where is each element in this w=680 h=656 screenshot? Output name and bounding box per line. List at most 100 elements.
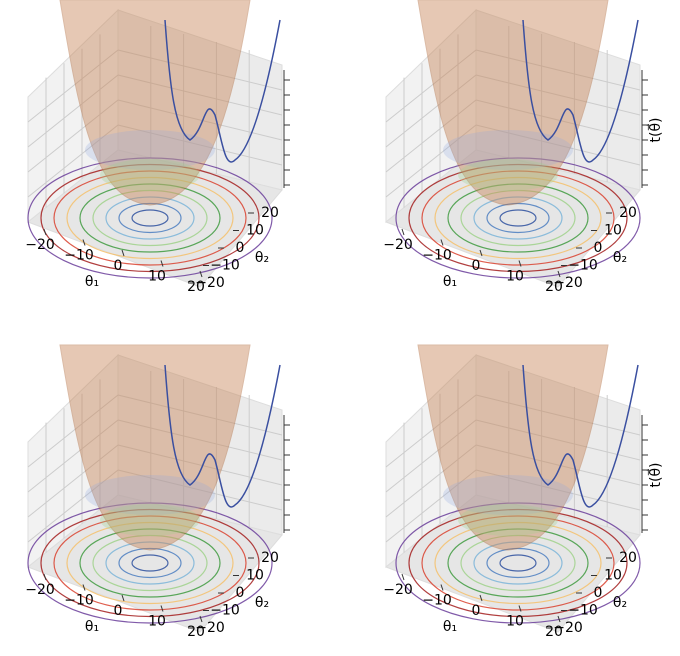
contour bbox=[434, 521, 602, 605]
z-axis-label: t(θ⃗) bbox=[646, 118, 664, 143]
y-tick-label: 20 bbox=[619, 205, 637, 221]
contour bbox=[395, 157, 641, 279]
contour bbox=[486, 547, 550, 579]
x-tick-label: −10 bbox=[64, 248, 94, 264]
x-tick bbox=[401, 228, 405, 236]
y-tick-label: 10 bbox=[246, 568, 264, 584]
wall-grid bbox=[117, 124, 283, 166]
x-tick bbox=[557, 270, 561, 278]
y-tick-label: 10 bbox=[604, 223, 622, 239]
x-tick bbox=[43, 228, 47, 236]
wall-grid bbox=[117, 49, 283, 91]
wall-grid bbox=[27, 49, 119, 123]
y-tick-label: −10 bbox=[568, 258, 598, 274]
contour bbox=[460, 534, 576, 592]
x-tick-label: 0 bbox=[472, 603, 481, 619]
surface bbox=[417, 344, 609, 551]
x-tick bbox=[160, 260, 164, 267]
y-axis-label: θ₂ bbox=[613, 595, 627, 611]
y-tick-label: 0 bbox=[594, 240, 603, 256]
contour bbox=[40, 508, 260, 618]
x-tick-label: 10 bbox=[506, 269, 524, 285]
wall-grid bbox=[117, 99, 283, 141]
x-tick bbox=[121, 594, 125, 602]
x-tick-label: −10 bbox=[422, 593, 452, 609]
y-tick-label: −20 bbox=[195, 620, 225, 636]
surface-band bbox=[100, 504, 200, 536]
wall-grid bbox=[475, 99, 641, 141]
contour bbox=[447, 183, 589, 253]
contour bbox=[447, 528, 589, 598]
x-tick bbox=[121, 249, 125, 257]
contour bbox=[486, 202, 550, 234]
trajectory bbox=[164, 364, 281, 508]
x-tick bbox=[518, 605, 522, 612]
surface-band bbox=[100, 159, 200, 191]
x-tick-label: −10 bbox=[64, 593, 94, 609]
surface-band bbox=[443, 130, 573, 170]
wall-grid bbox=[27, 99, 119, 173]
wall-grid bbox=[475, 394, 641, 436]
z-axis-label: t(θ⃗) bbox=[646, 463, 664, 488]
contour bbox=[53, 170, 247, 266]
x-tick bbox=[160, 605, 164, 612]
x-axis-label: θ₁ bbox=[443, 619, 457, 635]
x-tick bbox=[440, 584, 444, 591]
wall-grid bbox=[475, 49, 641, 91]
contour bbox=[105, 196, 195, 240]
x-tick bbox=[43, 573, 47, 581]
contour bbox=[395, 502, 641, 624]
x-tick bbox=[479, 249, 483, 257]
wall-grid bbox=[117, 74, 283, 116]
x-axis-label: θ₁ bbox=[443, 274, 457, 290]
wall-grid bbox=[385, 444, 477, 518]
wall-grid bbox=[117, 394, 283, 436]
x-tick bbox=[557, 615, 561, 623]
surface-band bbox=[458, 159, 558, 191]
y-tick-label: 10 bbox=[604, 568, 622, 584]
wall-grid bbox=[117, 469, 283, 511]
contour bbox=[66, 521, 234, 605]
wall-grid bbox=[385, 99, 477, 173]
trajectory bbox=[522, 19, 639, 163]
y-tick-label: 20 bbox=[619, 550, 637, 566]
surface bbox=[417, 0, 609, 206]
contour bbox=[408, 163, 628, 273]
y-tick-label: 0 bbox=[594, 585, 603, 601]
wall-grid bbox=[475, 124, 641, 166]
x-tick-label: 10 bbox=[148, 614, 166, 630]
wall-grid bbox=[385, 74, 477, 148]
surface-band bbox=[85, 475, 215, 515]
wall-grid bbox=[27, 74, 119, 148]
contour bbox=[79, 528, 221, 598]
y-tick-label: 20 bbox=[261, 550, 279, 566]
x-tick-label: 0 bbox=[472, 258, 481, 274]
wall-grid bbox=[475, 469, 641, 511]
y-tick-label: 20 bbox=[261, 205, 279, 221]
x-tick bbox=[199, 615, 203, 623]
wall-grid bbox=[385, 124, 477, 198]
contour bbox=[40, 163, 260, 273]
contour bbox=[434, 176, 602, 260]
contour bbox=[499, 209, 537, 227]
contour bbox=[408, 508, 628, 618]
x-tick-label: −20 bbox=[383, 237, 413, 253]
y-tick-label: −10 bbox=[568, 603, 598, 619]
floor bbox=[385, 149, 641, 288]
x-tick-label: −20 bbox=[25, 237, 55, 253]
y-axis-label: θ₂ bbox=[613, 250, 627, 266]
x-axis-label: θ₁ bbox=[85, 274, 99, 290]
contour bbox=[118, 547, 182, 579]
wall-grid bbox=[27, 419, 119, 493]
contour bbox=[131, 209, 169, 227]
surface-band bbox=[443, 475, 573, 515]
y-axis-label: θ₂ bbox=[255, 250, 269, 266]
contour bbox=[105, 541, 195, 585]
y-tick-label: 10 bbox=[246, 223, 264, 239]
wall-grid bbox=[27, 394, 119, 468]
contour bbox=[421, 170, 615, 266]
